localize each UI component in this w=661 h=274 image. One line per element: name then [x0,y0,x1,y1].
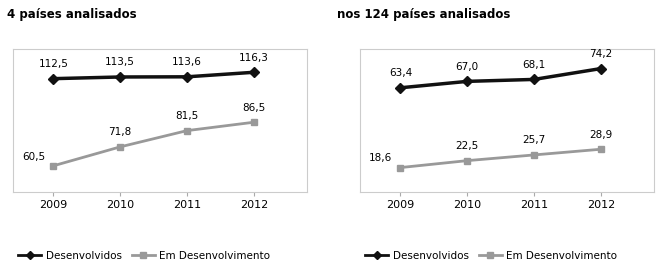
Text: 4 países analisados: 4 países analisados [7,8,136,21]
Legend: Desenvolvidos, Em Desenvolvimento: Desenvolvidos, Em Desenvolvimento [366,251,617,261]
Text: 81,5: 81,5 [175,111,199,121]
Text: 113,6: 113,6 [172,57,202,67]
Text: 67,0: 67,0 [455,62,479,72]
Legend: Desenvolvidos, Em Desenvolvimento: Desenvolvidos, Em Desenvolvimento [19,251,270,261]
Text: 60,5: 60,5 [22,152,46,162]
Text: 25,7: 25,7 [522,135,546,145]
Text: 116,3: 116,3 [239,53,269,62]
Text: 74,2: 74,2 [590,49,613,59]
Text: nos 124 países analisados: nos 124 países analisados [337,8,510,21]
Text: 63,4: 63,4 [389,68,412,78]
Text: 86,5: 86,5 [242,102,266,113]
Text: 28,9: 28,9 [590,130,613,139]
Text: 22,5: 22,5 [455,141,479,151]
Text: 18,6: 18,6 [369,153,393,163]
Text: 113,5: 113,5 [105,57,135,67]
Text: 112,5: 112,5 [38,59,68,69]
Text: 68,1: 68,1 [522,60,546,70]
Text: 71,8: 71,8 [108,127,132,137]
